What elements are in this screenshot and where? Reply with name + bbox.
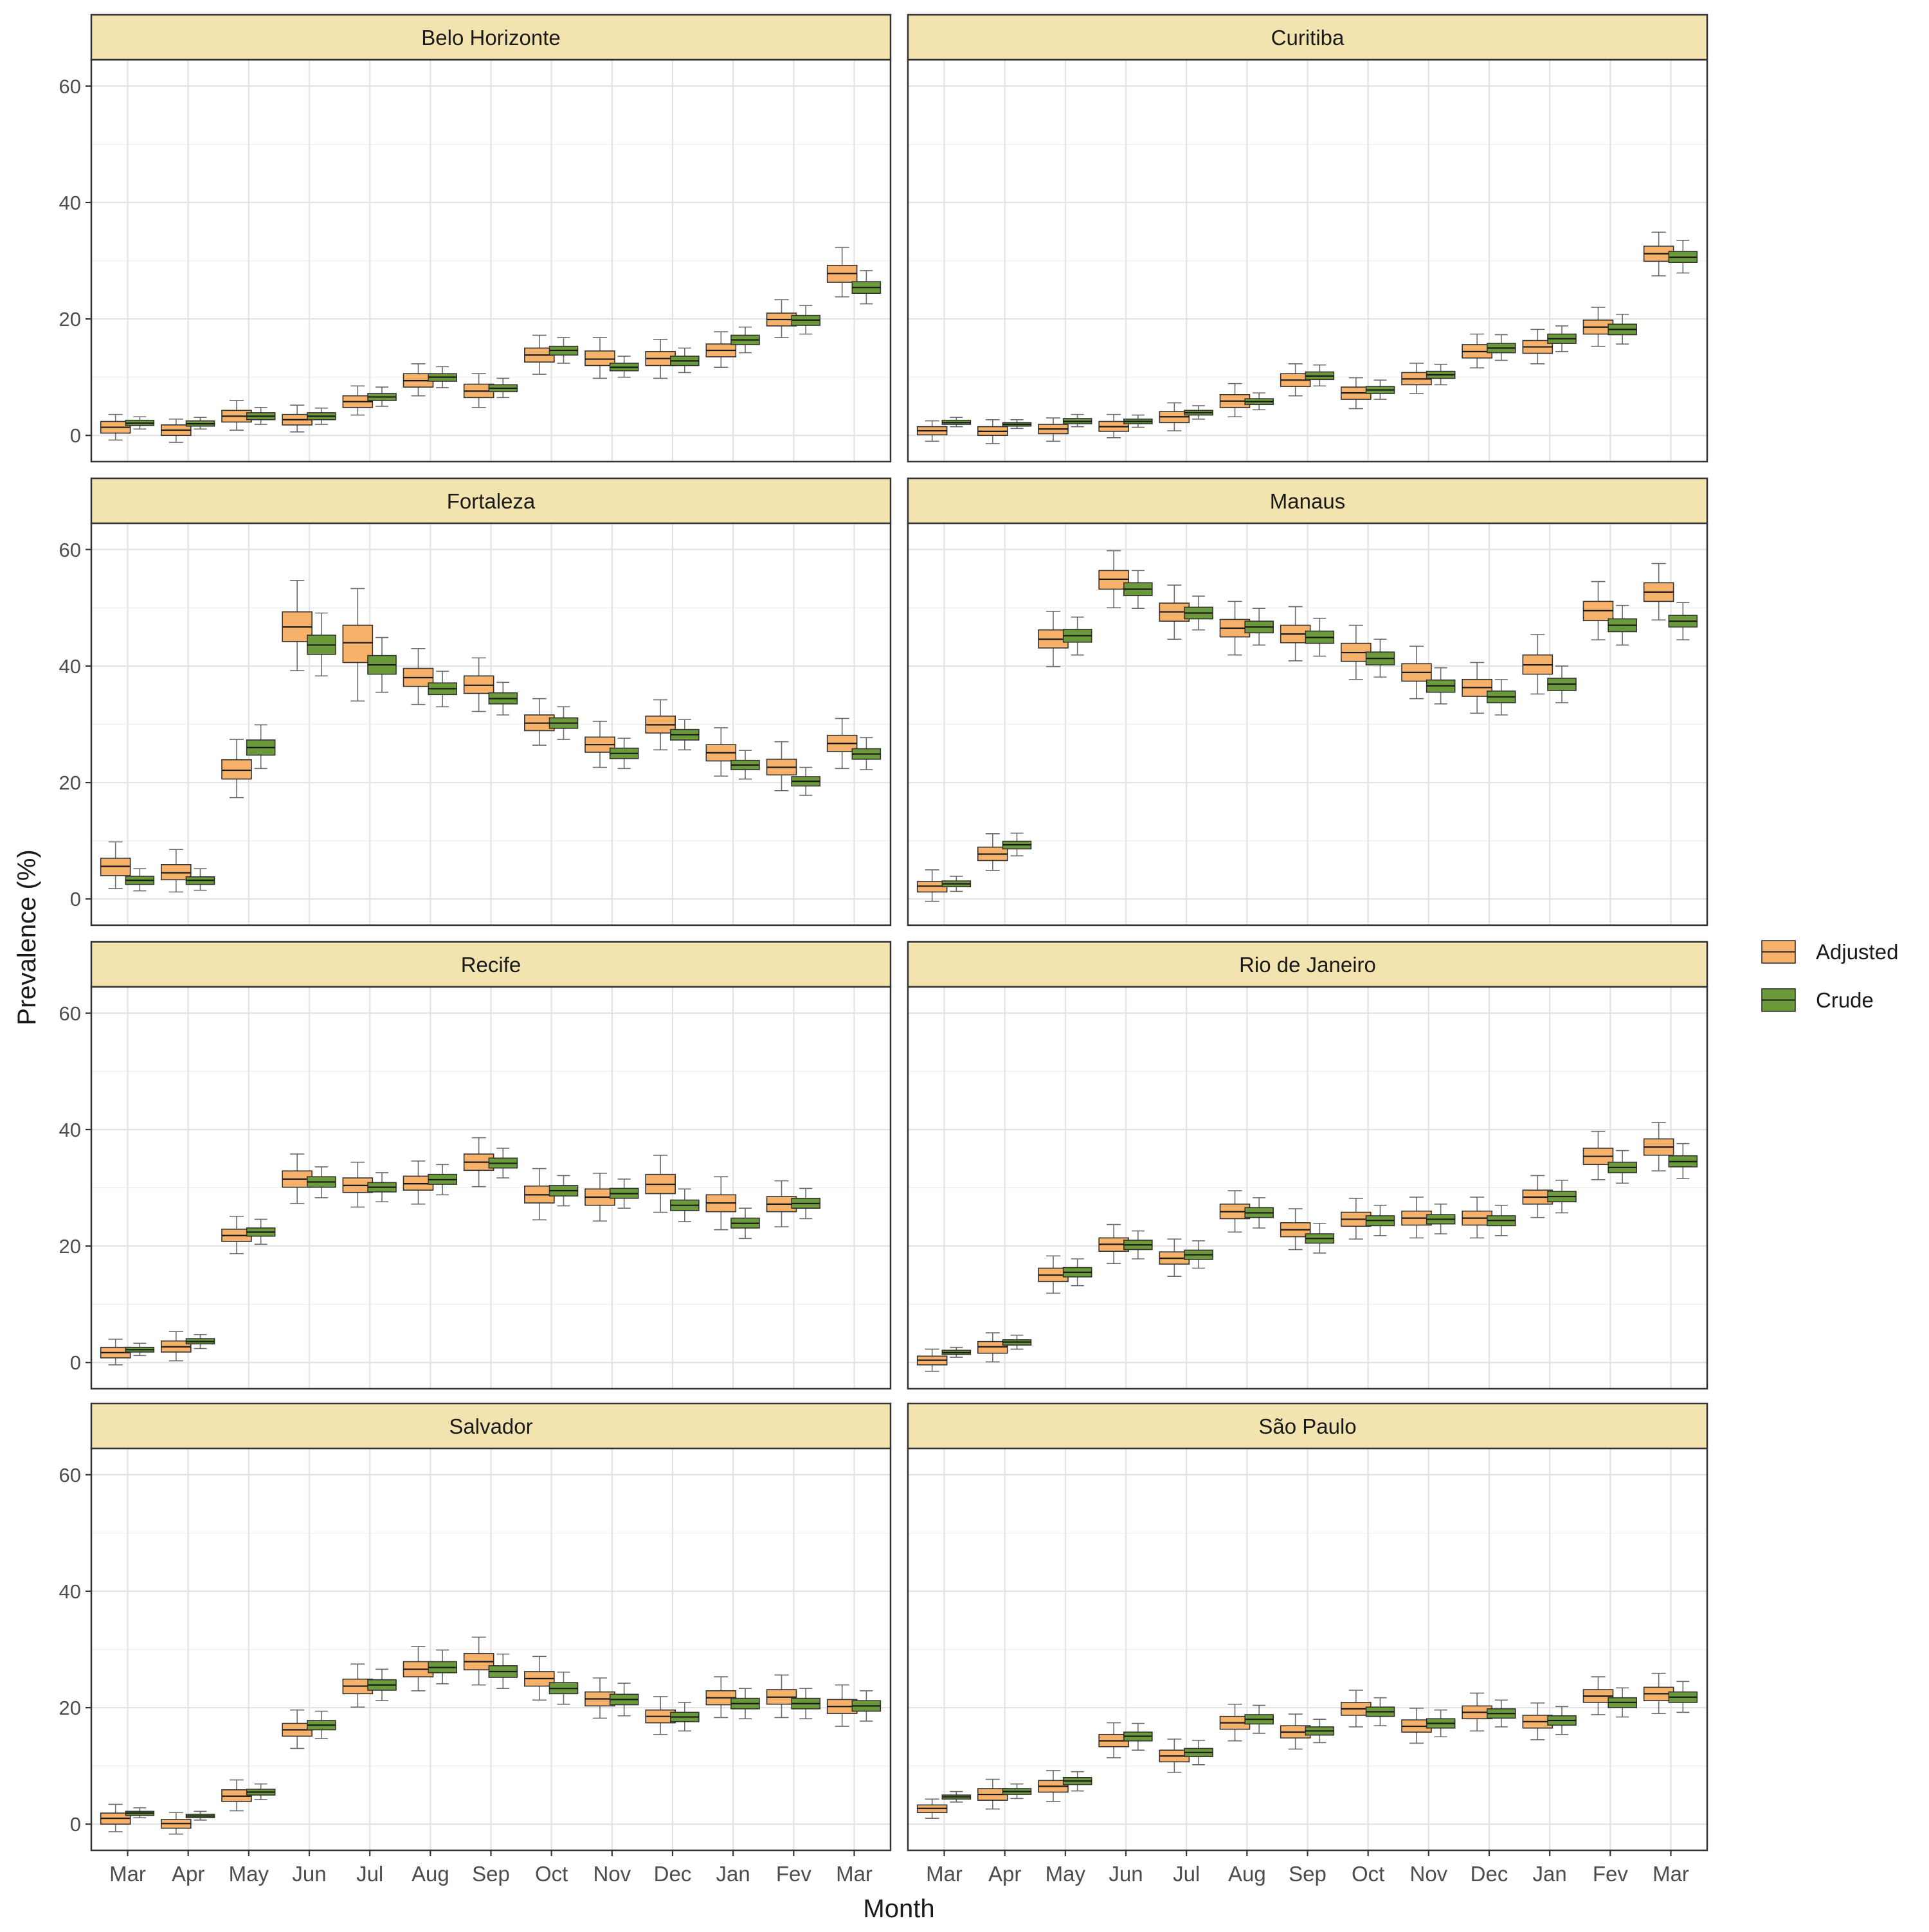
facet-strip-rio-de-janeiro (907, 941, 1708, 988)
x-tick-label: Jun (1109, 1862, 1143, 1886)
x-tick-label: Dec (654, 1862, 692, 1886)
facet-title-s-o-paulo: São Paulo (1258, 1414, 1356, 1438)
x-tick-label: Apr (988, 1862, 1021, 1886)
panel-border-curitiba (907, 59, 1708, 463)
y-tick-label: 20 (59, 1235, 81, 1258)
x-tick-label: May (229, 1862, 269, 1886)
facet-title-rio-de-janeiro: Rio de Janeiro (1239, 953, 1376, 977)
facet-title-salvador: Salvador (449, 1414, 532, 1438)
x-tick-label: Sep (472, 1862, 510, 1886)
y-tick-label: 60 (59, 539, 81, 561)
x-tick-label: Jan (716, 1862, 750, 1886)
y-tick-label: 40 (59, 655, 81, 678)
x-tick-label: Mar (1653, 1862, 1689, 1886)
x-tick-label: Mar (926, 1862, 963, 1886)
facet-title-recife: Recife (461, 953, 521, 977)
panel-border-rio-de-janeiro (907, 986, 1708, 1390)
facet-strip-fortaleza (90, 477, 892, 525)
y-tick-label: 40 (59, 1119, 81, 1141)
panel-border-recife (90, 986, 892, 1390)
y-tick-label: 60 (59, 75, 81, 98)
facet-strip-recife (90, 941, 892, 988)
facet-title-manaus: Manaus (1270, 489, 1345, 513)
y-tick-label: 40 (59, 1580, 81, 1603)
x-tick-label: Oct (535, 1862, 568, 1886)
x-tick-label: Jun (292, 1862, 326, 1886)
facet-strip-belo-horizonte (90, 14, 892, 61)
facet-title-fortaleza: Fortaleza (447, 489, 536, 513)
facet-strip-curitiba (907, 14, 1708, 61)
y-tick-label: 60 (59, 1464, 81, 1486)
x-tick-label: Nov (593, 1862, 631, 1886)
y-tick-label: 0 (70, 888, 81, 910)
x-tick-label: Mar (109, 1862, 146, 1886)
x-tick-label: Jul (1173, 1862, 1200, 1886)
panel-border-fortaleza (90, 522, 892, 926)
x-tick-label: Fev (1593, 1862, 1629, 1886)
legend-label-adjusted: Adjusted (1816, 940, 1898, 964)
y-tick-label: 20 (59, 772, 81, 794)
x-tick-label: Mar (836, 1862, 873, 1886)
x-tick-label: Apr (172, 1862, 204, 1886)
y-tick-label: 20 (59, 1697, 81, 1719)
x-tick-label: Nov (1409, 1862, 1447, 1886)
facet-strip-s-o-paulo (907, 1402, 1708, 1450)
box-adjusted (584, 350, 615, 366)
facet-strip-salvador (90, 1402, 892, 1450)
y-tick-label: 20 (59, 308, 81, 330)
panel-border-belo-horizonte (90, 59, 892, 463)
y-tick-label: 60 (59, 1002, 81, 1025)
x-tick-label: Jan (1533, 1862, 1567, 1886)
box-adjusted (221, 759, 252, 780)
x-tick-label: Aug (1228, 1862, 1266, 1886)
x-axis-title: Month (863, 1895, 934, 1923)
y-tick-label: 40 (59, 192, 81, 214)
y-axis-title: Prevalence (%) (13, 849, 41, 1025)
y-tick-label: 0 (70, 1351, 81, 1374)
panel-border-manaus (907, 522, 1708, 926)
legend-label-crude: Crude (1816, 988, 1874, 1012)
x-tick-label: Aug (412, 1862, 449, 1886)
facet-title-curitiba: Curitiba (1271, 26, 1345, 50)
x-tick-label: Dec (1471, 1862, 1508, 1886)
x-tick-label: May (1046, 1862, 1086, 1886)
x-tick-label: Oct (1352, 1862, 1384, 1886)
x-tick-label: Jul (356, 1862, 383, 1886)
y-tick-label: 0 (70, 424, 81, 447)
y-tick-label: 0 (70, 1813, 81, 1836)
facet-title-belo-horizonte: Belo Horizonte (421, 26, 560, 50)
facet-strip-manaus (907, 477, 1708, 525)
x-tick-label: Fev (776, 1862, 812, 1886)
x-tick-label: Sep (1289, 1862, 1327, 1886)
